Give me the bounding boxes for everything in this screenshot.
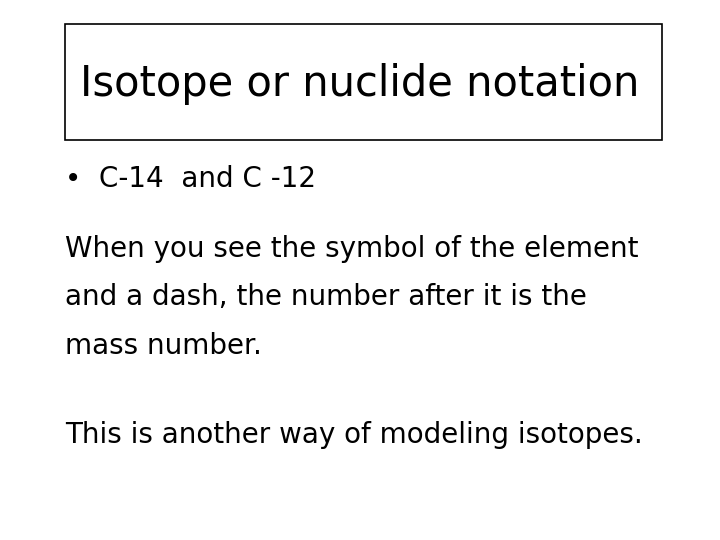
FancyBboxPatch shape — [65, 24, 662, 140]
Text: •  C-14  and C -12: • C-14 and C -12 — [65, 165, 316, 193]
Text: This is another way of modeling isotopes.: This is another way of modeling isotopes… — [65, 421, 642, 449]
Text: and a dash, the number after it is the: and a dash, the number after it is the — [65, 284, 587, 312]
Text: mass number.: mass number. — [65, 332, 261, 360]
Text: When you see the symbol of the element: When you see the symbol of the element — [65, 235, 639, 263]
Text: Isotope or nuclide notation: Isotope or nuclide notation — [81, 63, 639, 105]
